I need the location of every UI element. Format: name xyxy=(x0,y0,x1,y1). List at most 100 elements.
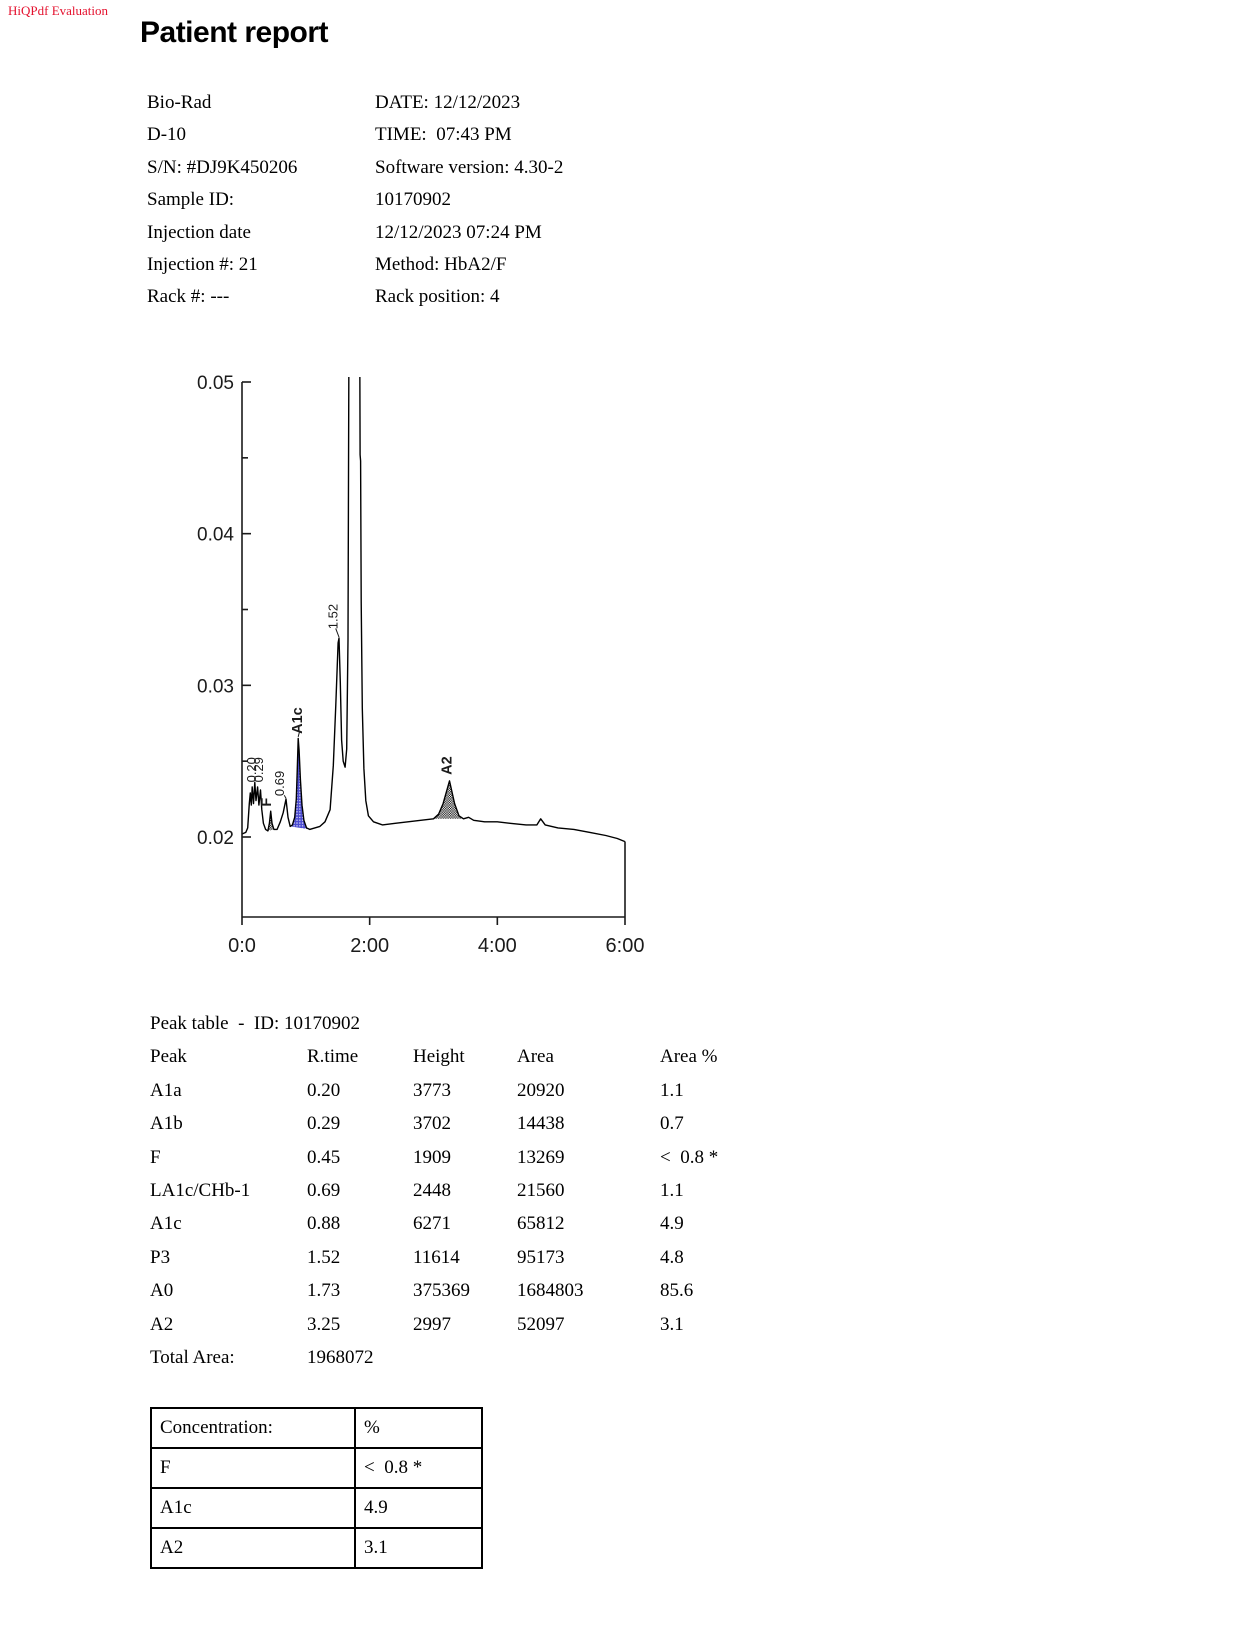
table-row: A1b 0.29 3702 14438 0.7 xyxy=(150,1107,770,1140)
peak-height: 2448 xyxy=(413,1179,451,1201)
total-area-label: Total Area: xyxy=(150,1346,235,1368)
col-header-area: Area xyxy=(517,1046,554,1068)
watermark-text: HiQPdf Evaluation xyxy=(8,3,109,18)
instrument-model: D-10 xyxy=(147,124,187,146)
total-area-row: Total Area: 1968072 xyxy=(150,1341,770,1374)
peak-rtime: 0.45 xyxy=(307,1146,341,1168)
peak-areapct: 0.7 xyxy=(660,1113,684,1135)
method: Method: HbA2/F xyxy=(375,253,507,275)
col-header-rtime: R.time xyxy=(307,1046,359,1068)
peak-height: 1909 xyxy=(413,1146,451,1168)
table-row: F < 0.8 * xyxy=(150,1447,483,1489)
peak-area: 14438 xyxy=(517,1113,565,1135)
peak-area: 95173 xyxy=(517,1246,565,1268)
peak-label-0-69: 0.69 xyxy=(272,771,287,796)
peak-rtime: 0.88 xyxy=(307,1213,341,1235)
peak-area: 13269 xyxy=(517,1146,565,1168)
peak-rtime: 1.73 xyxy=(307,1280,341,1302)
peak-height: 2997 xyxy=(413,1313,451,1335)
peak-areapct: 1.1 xyxy=(660,1179,684,1201)
peak-label-0-29: 0.29 xyxy=(251,757,266,782)
peak-height: 3702 xyxy=(413,1113,451,1135)
info-row: Injection date 12/12/2023 07:24 PM xyxy=(147,217,563,249)
table-row: P3 1.52 11614 95173 4.8 xyxy=(150,1241,770,1274)
table-row: A0 1.73 375369 1684803 85.6 xyxy=(150,1274,770,1307)
peak-rtime: 0.69 xyxy=(307,1179,341,1201)
conc-analyte: F xyxy=(150,1447,356,1489)
concentration-header-label: Concentration: xyxy=(150,1407,356,1449)
peak-area: 20920 xyxy=(517,1079,565,1101)
peak-name: A2 xyxy=(150,1313,174,1335)
peak-label-f: F xyxy=(259,798,275,807)
peak-areapct: 85.6 xyxy=(660,1280,694,1302)
table-row: A2 3.25 2997 52097 3.1 xyxy=(150,1308,770,1341)
y-tick-label: 0.02 xyxy=(197,828,234,849)
peak-rtime: 1.52 xyxy=(307,1246,341,1268)
table-row: F 0.45 1909 13269 < 0.8 * xyxy=(150,1141,770,1174)
col-header-height: Height xyxy=(413,1046,465,1068)
peak-area: 65812 xyxy=(517,1213,565,1235)
total-area-value: 1968072 xyxy=(307,1346,374,1368)
peak-areapct: 4.9 xyxy=(660,1213,684,1235)
col-header-peak: Peak xyxy=(150,1046,187,1068)
peak-height: 11614 xyxy=(413,1246,460,1268)
table-row: LA1c/CHb-1 0.69 2448 21560 1.1 xyxy=(150,1174,770,1207)
peak-areapct: < 0.8 * xyxy=(660,1146,719,1168)
peak-table-title: Peak table - ID: 10170902 xyxy=(150,1013,361,1034)
conc-value: < 0.8 * xyxy=(354,1447,483,1489)
info-row: Rack #: --- Rack position: 4 xyxy=(147,281,563,313)
peak-name: A1c xyxy=(150,1213,182,1235)
peak-height: 375369 xyxy=(413,1280,470,1302)
peak-area: 1684803 xyxy=(517,1280,584,1302)
peak-rtime: 3.25 xyxy=(307,1313,341,1335)
chart-axes: 0.02 0.03 0.04 0.05 0:0 2:00 4:00 6:00 xyxy=(197,373,644,957)
peak-label-0-20: 0.20 xyxy=(244,757,259,782)
conc-analyte: A1c xyxy=(150,1487,356,1529)
col-header-areapct: Area % xyxy=(660,1046,718,1068)
peak-fill-a1c xyxy=(290,738,310,830)
peak-label-a2: A2 xyxy=(439,756,455,775)
peak-areapct: 1.1 xyxy=(660,1079,684,1101)
y-tick-label: 0.03 xyxy=(197,676,234,697)
peak-area: 21560 xyxy=(517,1179,565,1201)
rack-position: Rack position: 4 xyxy=(375,286,500,308)
peak-label-leader xyxy=(335,628,340,638)
peak-name: A1a xyxy=(150,1079,182,1101)
peak-rtime: 0.20 xyxy=(307,1079,341,1101)
software-version: Software version: 4.30-2 xyxy=(375,156,564,178)
table-row: A1a 0.20 3773 20920 1.1 xyxy=(150,1074,770,1107)
concentration-table: Concentration: % F < 0.8 * A1c 4.9 A2 3.… xyxy=(150,1407,483,1569)
serial-number: S/N: #DJ9K450206 xyxy=(147,156,298,178)
sample-id-label: Sample ID: xyxy=(147,189,235,211)
peak-label-1-52: 1.52 xyxy=(326,604,341,629)
info-row: Sample ID: 10170902 xyxy=(147,184,563,216)
report-date: DATE: 12/12/2023 xyxy=(375,92,521,113)
x-tick-label: 2:00 xyxy=(350,935,389,957)
report-info-block: Bio-Rad DATE: 12/12/2023 D-10 TIME: 07:43 … xyxy=(147,87,563,314)
peak-table: Peak table - ID: 10170902 Peak R.time He… xyxy=(150,1007,770,1374)
trace-line xyxy=(242,377,626,843)
peak-label-leader xyxy=(297,732,300,738)
conc-value: 4.9 xyxy=(354,1487,483,1529)
x-tick-label: 4:00 xyxy=(478,935,517,957)
peak-areapct: 4.8 xyxy=(660,1246,684,1268)
peak-name: P3 xyxy=(150,1246,171,1268)
injection-date-label: Injection date xyxy=(147,221,251,243)
peak-table-header: Peak R.time Height Area Area % xyxy=(150,1040,770,1073)
info-row: Injection #: 21 Method: HbA2/F xyxy=(147,249,563,281)
concentration-header-row: Concentration: % xyxy=(150,1407,483,1449)
conc-analyte: A2 xyxy=(150,1527,356,1569)
chromatogram-trace xyxy=(242,377,626,843)
peak-labels: 0.200.29 F 0.69 A1c 1.52 A2 xyxy=(244,604,455,807)
peak-label-a1c: A1c xyxy=(290,707,306,734)
concentration-header-unit: % xyxy=(354,1407,483,1449)
peak-name: A0 xyxy=(150,1280,174,1302)
x-tick-label: 6:00 xyxy=(606,935,645,957)
peak-areapct: 3.1 xyxy=(660,1313,684,1335)
info-row: D-10 TIME: 07:43 PM xyxy=(147,119,563,151)
peak-name: F xyxy=(150,1146,161,1168)
chromatogram: 0.02 0.03 0.04 0.05 0:0 2:00 4:00 6:00 0.20 0.29… xyxy=(150,340,660,970)
instrument-brand: Bio-Rad xyxy=(147,92,212,113)
y-tick-label: 0.04 xyxy=(197,525,234,546)
